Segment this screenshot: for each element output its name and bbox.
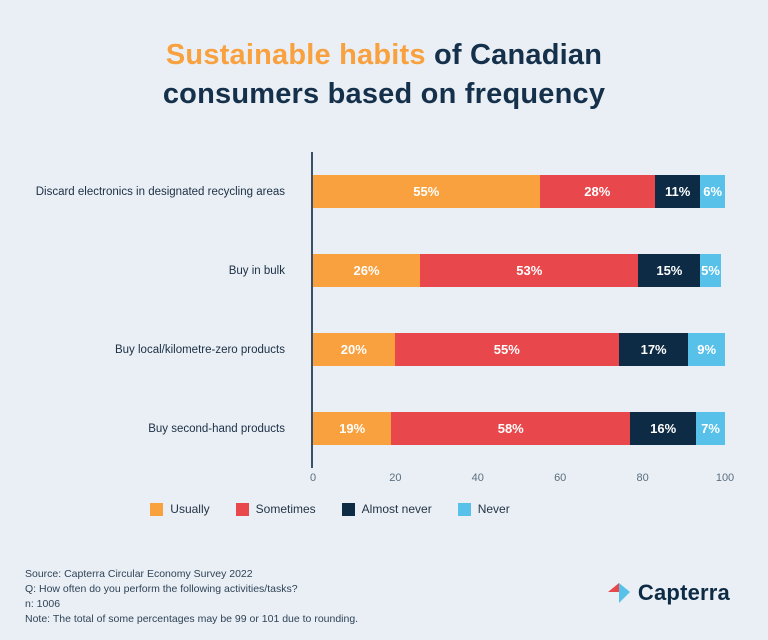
title-line2: consumers based on frequency (162, 78, 606, 111)
capterra-logo: Capterra (607, 580, 730, 606)
x-tick-label: 80 (636, 472, 649, 484)
category-label: Buy local/kilometre-zero products (114, 343, 285, 356)
stacked-bar-chart: Discard electronics in designated recycl… (25, 152, 725, 468)
bar-row: Buy local/kilometre-zero products 20% 55% 1… (25, 333, 725, 366)
bar-segment-sometimes: 53% (420, 254, 639, 287)
legend-item: Usually (150, 502, 210, 516)
legend-label: Usually (170, 502, 210, 516)
bar-segment-sometimes: 58% (391, 412, 631, 445)
bar-segment-sometimes: 28% (539, 175, 655, 208)
category-label: Buy in bulk (228, 264, 285, 277)
x-tick-label: 0 (309, 472, 317, 484)
bar-segment-almost-never: 15% (638, 254, 701, 287)
footer-source: Source: Capterra Circular Economy Survey… (25, 568, 253, 580)
legend-label: Almost never (361, 502, 432, 516)
bar-row: Buy second-hand products 19% 58% 16% 7% (25, 412, 725, 445)
bar-segment-sometimes: 55% (394, 333, 619, 366)
bar-segment-never: 7% (696, 412, 725, 445)
legend-label: Never (477, 502, 510, 516)
bar-row: Discard electronics in designated recycl… (25, 175, 725, 208)
page-title: Sustainable habits of Canadian consumers … (0, 36, 768, 114)
legend-swatch (341, 502, 355, 516)
bar-track: 26% 53% 15% 5% (313, 254, 725, 287)
bar-segment-never: 9% (688, 333, 725, 366)
y-axis-line (311, 152, 313, 468)
bar-segment-almost-never: 17% (618, 333, 689, 366)
x-tick-label: 100 (715, 472, 735, 484)
footer-sample-size: n: 1006 (25, 597, 61, 610)
x-tick-label: 40 (471, 472, 484, 484)
legend-item: Never (457, 502, 510, 516)
footer-note: Note: The total of some percentages may … (25, 612, 359, 625)
capterra-arrow-icon (607, 581, 631, 605)
bar-segment-never: 6% (700, 175, 725, 208)
x-tick-label: 60 (554, 472, 567, 484)
bar-segment-never: 5% (700, 254, 721, 287)
bar-segment-usually: 26% (313, 254, 421, 287)
chart-legend: Usually Sometimes Almost never Never (0, 502, 714, 516)
bar-row: Buy in bulk 26% 53% 15% 5% (25, 254, 725, 287)
bar-segment-almost-never: 16% (630, 412, 697, 445)
bar-segment-almost-never: 11% (654, 175, 701, 208)
bar-segment-usually: 55% (313, 175, 540, 208)
title-highlight: Sustainable habits (165, 39, 426, 71)
x-axis-ticks: 0 20 40 60 80 100 (309, 468, 734, 486)
legend-item: Almost never (341, 502, 432, 516)
category-label: Discard electronics in designated recycl… (35, 185, 285, 198)
bar-segment-usually: 20% (313, 333, 395, 366)
bar-track: 55% 28% 11% 6% (313, 175, 725, 208)
legend-swatch (457, 502, 471, 516)
bar-track: 20% 55% 17% 9% (313, 333, 725, 366)
capterra-logo-text: Capterra (637, 580, 730, 605)
legend-swatch (150, 502, 164, 516)
x-tick-label: 20 (389, 472, 402, 484)
footer-notes: Source: Capterra Circular Economy Survey… (25, 567, 358, 627)
legend-label: Sometimes (255, 502, 316, 516)
footer-question: Q: How often do you perform the followin… (25, 582, 298, 595)
category-label: Buy second-hand products (148, 422, 285, 435)
bar-segment-usually: 19% (313, 412, 392, 445)
legend-item: Sometimes (235, 502, 316, 516)
bar-track: 19% 58% 16% 7% (313, 412, 725, 445)
title-line1-rest: of Canadian (425, 39, 603, 71)
legend-swatch (235, 502, 249, 516)
bar-rows: Discard electronics in designated recycl… (25, 152, 725, 468)
